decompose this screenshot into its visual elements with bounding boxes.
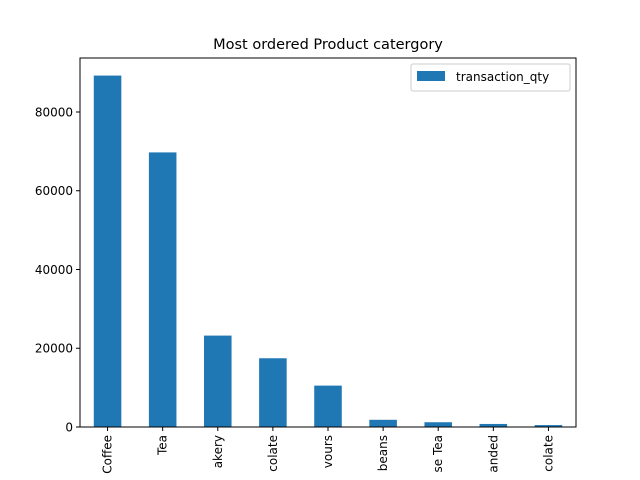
y-tick-label-0: 0 [65,421,73,435]
bar-1 [148,152,177,427]
x-tick-label-2: akery [211,435,225,468]
bar-2 [204,335,232,427]
bar-6 [424,422,452,427]
y-tick-label-1: 20000 [35,342,73,356]
bar-0 [93,75,122,428]
plot-frame [79,57,577,428]
x-tick-label-3: colate [266,435,280,472]
legend-box [410,63,571,92]
x-tick-label-4: vours [321,435,335,468]
x-tick-label-5: beans [376,435,390,471]
x-tick-label-6: se Tea [431,435,445,472]
y-tick-label-2: 40000 [35,263,73,277]
x-tick-label-0: Coffee [101,435,115,474]
bar-4 [314,385,342,427]
y-tick-label-3: 60000 [35,184,73,198]
legend-swatch [417,71,445,81]
bar-7 [479,423,508,427]
x-tick-label-8: colate [541,435,555,472]
x-tick-label-7: anded [486,435,500,473]
legend: transaction_qty [410,63,571,92]
bar-5 [369,419,397,427]
y-axis: 0 20000 40000 60000 80000 [35,105,80,435]
x-tick-label-1: Tea [156,435,170,456]
y-tick-label-4: 80000 [35,105,73,119]
x-axis: Coffee Tea akery colate vours beans se Tea ande… [101,427,555,474]
chart-title: Most ordered Product catergory [213,37,443,53]
bars-group [93,75,563,428]
bar-3 [259,358,287,427]
legend-label: transaction_qty [456,70,549,84]
bar-8 [534,425,563,427]
